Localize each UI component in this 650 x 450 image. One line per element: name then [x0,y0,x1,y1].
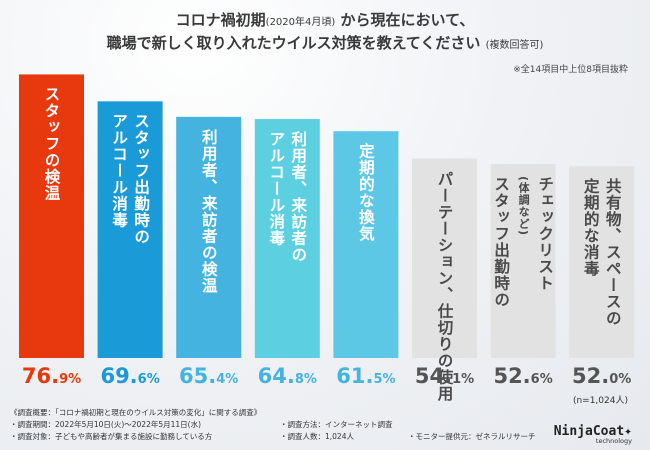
bar-label-7: チェックリスト (体調など) スタッフ出勤時の [492,176,555,309]
sparkle-icon: ✦ [624,424,632,439]
bar-8 [569,166,635,358]
value-label-4: 64.8% [257,364,317,388]
title-line-1: コロナ禍初期(2020年4月頃) から現在において、 [175,11,475,29]
value-label-6: 54.1% [414,364,475,388]
footer-period: ・調査期間：2022年5月10日(火)〜2022年5月11日(水) [10,420,202,429]
footer-target: ・調査対象：子どもや高齢者が集まる施設に勤務している方 [10,432,213,441]
bar-label-1: スタッフの検温 [42,86,61,202]
excerpt-note: ※全14項目中上位8項目抜粋 [513,65,628,75]
bar-3 [176,116,242,359]
bar-label-8: 共有物、スペースの 定期的な消毒 [581,178,622,327]
footer-monitor: ・モニター提供元：ゼネラルリサーチ [408,432,536,441]
bar-label-4: 利用者、来訪者の アルコール消毒 [267,131,308,264]
chart-title: コロナ禍初期(2020年4月頃) から現在において、 職場で新しく取り入れたウイ… [0,10,650,56]
sample-size: (n=1,024人) [572,396,628,406]
value-label-3: 65.4% [179,364,239,388]
ninjacoat-logo: NinjaCoat✦ technology [553,424,632,445]
title-line-2: 職場で新しく取り入れたウイルス対策を教えてください (複数回答可) [106,34,544,52]
bar-label-3: 利用者、来訪者の検温 [199,128,218,294]
bar-label-2: スタッフ出勤時の アルコール消毒 [110,113,151,246]
value-label-1: 76.9% [21,364,82,388]
bar-2 [97,101,163,358]
value-label-7: 52.6% [493,364,553,388]
survey-footer: 《調査概要：「コロナ禍初期と現在のウイルス対策の変化」に関する調査》 ・調査期間… [10,407,536,443]
bar-7 [490,164,556,358]
value-label-2: 69.6% [100,364,160,388]
footer-title: 《調査概要：「コロナ禍初期と現在のウイルス対策の変化」に関する調査》 [10,408,262,417]
value-label-5: 61.5% [336,364,396,388]
bar-label-5: 定期的な換気 [356,143,375,243]
footer-count: ・調査人数：1,024人 [280,432,354,441]
bar-5 [333,131,399,358]
bar-1 [19,74,84,359]
value-label-8: 52.0% [572,364,632,388]
footer-method: ・調査方法：インターネット調査 [280,420,393,429]
bar-4 [254,119,320,358]
bar-label-6: パーテーション、仕切りの使用 [435,170,454,402]
bar-chart [19,74,635,359]
bar-6 [412,158,477,358]
